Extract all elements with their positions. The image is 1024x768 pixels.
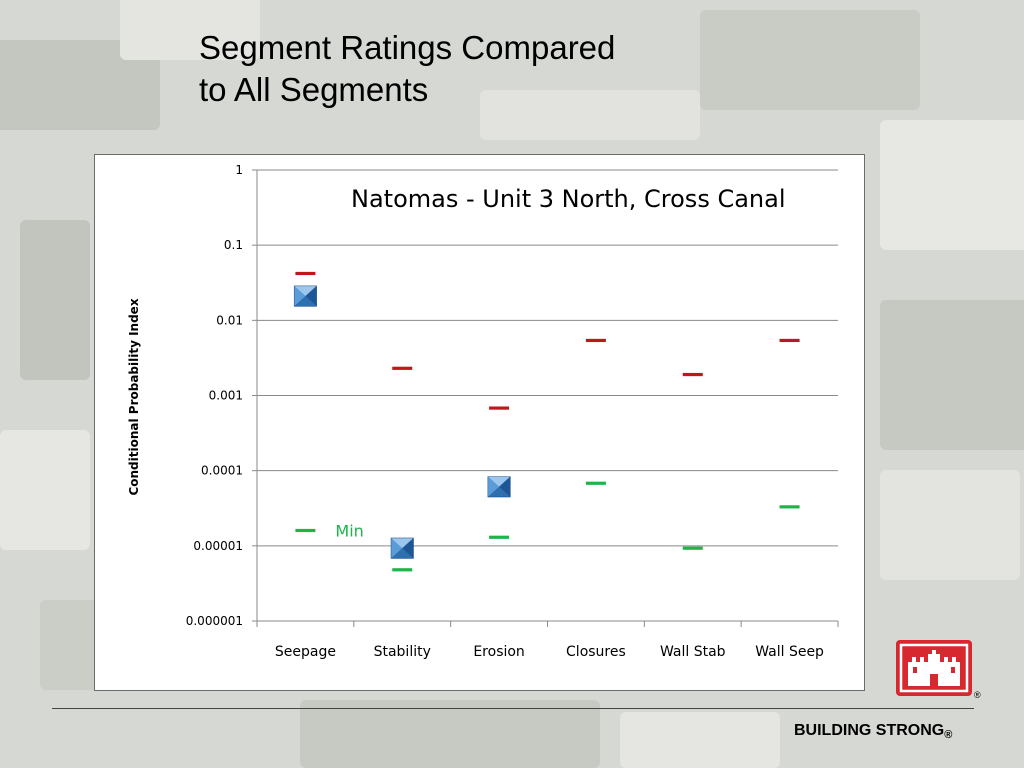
marker-facet-top <box>391 538 414 549</box>
slide-title: Segment Ratings Compared to All Segments <box>199 27 799 111</box>
y-tick-label: 0.000001 <box>186 614 243 628</box>
dash-point <box>295 528 316 533</box>
footer-registered-mark: ® <box>944 729 953 741</box>
chart-title: Natomas - Unit 3 North, Cross Canal <box>351 185 786 213</box>
footer-tagline-text: BUILDING STRONG <box>794 722 945 739</box>
marker-facet-top <box>294 286 317 297</box>
y-tick-label: 1 <box>235 163 243 177</box>
dash-point <box>779 505 800 509</box>
y-tick-label: 0.01 <box>216 313 243 327</box>
marker-facet-left <box>294 286 306 307</box>
footer-divider <box>52 708 974 709</box>
dash-point <box>585 338 606 343</box>
marker-facet-top <box>488 476 511 487</box>
dash-point <box>779 338 800 343</box>
dash-point <box>585 481 606 485</box>
marker-facet-right <box>305 286 317 307</box>
slide-title-line-1: Segment Ratings Compared <box>199 29 616 66</box>
min-annotation: Min <box>335 521 363 540</box>
x-tick-label: Wall Stab <box>660 644 726 660</box>
x-tick-label: Erosion <box>473 644 524 660</box>
x-tick-label: Seepage <box>275 644 336 660</box>
castle-logo-icon <box>896 640 972 696</box>
scatter-chart: Natomas - Unit 3 North, Cross Canal Cond… <box>127 163 839 660</box>
y-axis-label: Conditional Probability Index <box>127 298 141 495</box>
marker-facet-bottom <box>488 486 511 497</box>
marker-facet-bottom <box>391 548 414 559</box>
dash-point <box>682 372 703 377</box>
dash-point <box>295 271 316 276</box>
dash-point <box>489 535 510 539</box>
pyramid-square-icon <box>293 285 317 307</box>
marker-facet-bottom <box>294 296 317 307</box>
y-tick-label: 0.1 <box>224 238 243 252</box>
pyramid-square-icon <box>390 537 414 559</box>
dash-point <box>392 568 413 572</box>
x-tick-label: Closures <box>566 644 626 660</box>
marker-facet-left <box>391 538 403 559</box>
y-tick-label: 0.00001 <box>193 539 243 553</box>
y-tick-label: 0.001 <box>209 389 243 403</box>
x-tick-label: Stability <box>374 644 431 660</box>
logo-registered-mark: ® <box>974 690 981 700</box>
dash-point <box>489 406 510 410</box>
dash-point <box>392 366 413 370</box>
footer-tagline: BUILDING STRONG® <box>794 722 994 741</box>
slide-title-line-2: to All Segments <box>199 71 429 108</box>
pyramid-square-icon <box>487 476 511 498</box>
marker-facet-left <box>488 476 500 497</box>
marker-facet-right <box>499 476 511 497</box>
x-tick-label: Wall Seep <box>755 644 824 660</box>
chart-frame: Natomas - Unit 3 North, Cross Canal Cond… <box>94 154 865 691</box>
y-tick-label: 0.0001 <box>201 464 243 478</box>
dash-point <box>682 546 703 550</box>
marker-facet-right <box>402 538 414 559</box>
